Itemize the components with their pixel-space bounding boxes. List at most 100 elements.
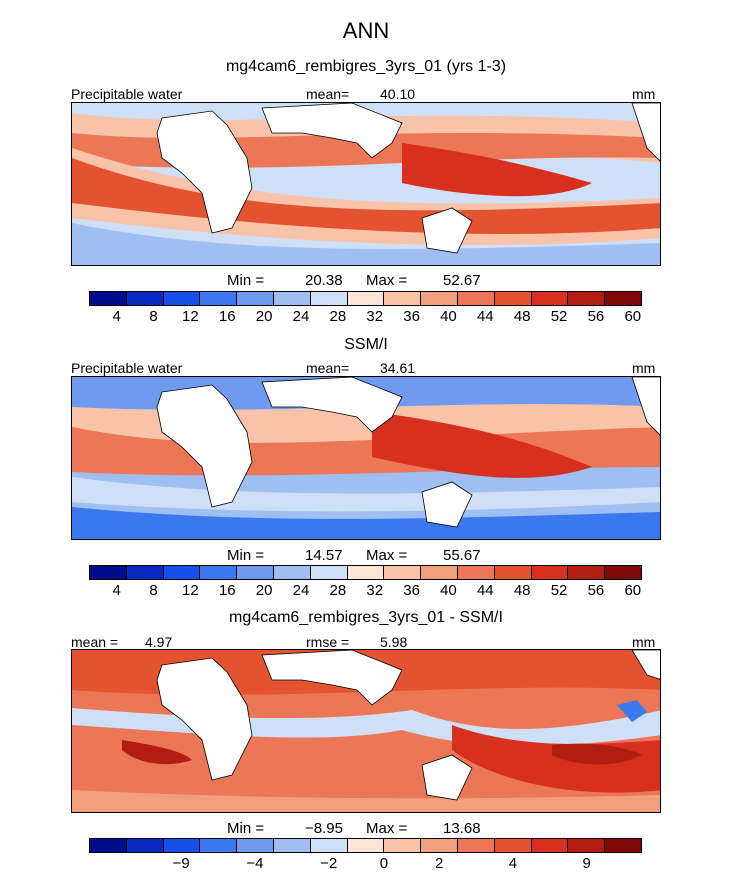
colorbar-tick-label: −9 [172, 855, 190, 872]
colorbar-tick-label: 36 [403, 582, 420, 599]
colorbar-tick-label: 56 [587, 308, 605, 325]
colorbar-swatch [237, 292, 274, 305]
colorbar-tick-label: 16 [218, 308, 236, 325]
panel3-min-label: Min = [227, 820, 265, 837]
colorbar-swatch [347, 566, 385, 579]
colorbar-swatch [384, 566, 422, 579]
colorbar-swatch [421, 566, 458, 579]
panel1-mean-label: mean= [306, 86, 350, 102]
panel1-max-label: Max = [366, 272, 408, 289]
colorbar-tick-label: 52 [550, 582, 568, 599]
colorbar-tick-label: 44 [476, 308, 494, 325]
panel2-mean-label: mean= [306, 360, 350, 376]
panel2-variable-label: Precipitable water [71, 360, 183, 376]
colorbar-tick-label: 16 [218, 582, 236, 599]
panel3-colorbar-ticks: −9 −4 −2 0 2 4 9 [89, 855, 642, 873]
colorbar-swatch [494, 839, 532, 852]
colorbar-tick-label: 36 [403, 308, 420, 325]
colorbar-tick-label: 2 [435, 855, 444, 872]
colorbar-swatch [273, 566, 311, 579]
colorbar-tick-label: 12 [182, 308, 199, 325]
panel1-max-value: 52.67 [443, 272, 481, 289]
colorbar-swatch [126, 839, 164, 852]
colorbar-tick-label: 52 [550, 308, 568, 325]
colorbar-swatch [126, 566, 164, 579]
colorbar-tick-label: −4 [246, 855, 264, 872]
colorbar-tick-label: 40 [440, 308, 457, 325]
colorbar-swatch [605, 839, 641, 852]
colorbar-swatch [200, 566, 238, 579]
colorbar-tick-label: 0 [379, 855, 389, 872]
colorbar-tick-label: 4 [112, 308, 121, 325]
colorbar-swatch [494, 292, 532, 305]
colorbar-swatch [163, 292, 201, 305]
colorbar-swatch [90, 839, 127, 852]
colorbar-swatch [531, 292, 569, 305]
colorbar-swatch [568, 566, 606, 579]
panel2-mean-value: 34.61 [380, 360, 416, 376]
panel1-map [71, 102, 661, 266]
colorbar-swatch [126, 292, 164, 305]
colorbar-swatch [568, 292, 606, 305]
colorbar-swatch [310, 566, 348, 579]
colorbar-swatch [163, 839, 201, 852]
colorbar-tick-label: 20 [255, 308, 273, 325]
colorbar-swatch [457, 839, 495, 852]
panel2-max-value: 55.67 [443, 547, 481, 564]
panel1-title: mg4cam6_rembigres_3yrs_01 (yrs 1-3) [225, 58, 507, 75]
colorbar-swatch [457, 292, 495, 305]
panel2-map [71, 376, 661, 540]
colorbar-tick-label: 24 [292, 582, 310, 599]
panel1-min-value: 20.38 [305, 272, 343, 289]
colorbar-tick-label: −2 [320, 855, 338, 872]
colorbar-swatch [273, 292, 311, 305]
colorbar-tick-label: 60 [624, 582, 642, 599]
panel2-min-label: Min = [227, 547, 265, 564]
colorbar-swatch [200, 839, 238, 852]
colorbar-swatch [200, 292, 238, 305]
colorbar-swatch [237, 839, 274, 852]
colorbar-tick-label: 8 [149, 582, 158, 599]
panel1-variable-label: Precipitable water [71, 86, 183, 102]
panel3-min-value: −8.95 [305, 820, 343, 837]
colorbar-swatch [347, 292, 385, 305]
colorbar-swatch [531, 839, 569, 852]
colorbar-swatch [273, 839, 311, 852]
panel1-mean-value: 40.10 [380, 86, 416, 102]
panel1-colorbar [89, 291, 642, 306]
colorbar-swatch [605, 566, 641, 579]
colorbar-swatch [237, 566, 274, 579]
colorbar-tick-label: 60 [624, 308, 642, 325]
colorbar-tick-label: 44 [476, 582, 494, 599]
colorbar-swatch [421, 292, 458, 305]
panel2-title: SSM/I [344, 336, 388, 353]
colorbar-tick-label: 20 [255, 582, 273, 599]
panel3-rmse-label: rmse = [306, 634, 350, 650]
colorbar-tick-label: 40 [440, 582, 457, 599]
colorbar-swatch [494, 566, 532, 579]
panel3-map [71, 649, 661, 813]
panel2-max-label: Max = [366, 547, 408, 564]
colorbar-swatch [605, 292, 641, 305]
colorbar-tick-label: 48 [513, 308, 531, 325]
panel3-title: mg4cam6_rembigres_3yrs_01 - SSM/I [229, 609, 503, 626]
panel3-max-value: 13.68 [443, 820, 481, 837]
panel3-units: mm [632, 634, 656, 650]
colorbar-tick-label: 56 [587, 582, 605, 599]
colorbar-tick-label: 8 [149, 308, 158, 325]
colorbar-tick-label: 28 [329, 308, 347, 325]
colorbar-tick-label: 24 [292, 308, 310, 325]
panel1-units: mm [632, 86, 656, 102]
panel1-min-label: Min = [227, 272, 265, 289]
colorbar-tick-label: 32 [366, 582, 384, 599]
colorbar-tick-label: 12 [182, 582, 199, 599]
panel3-mean-label: mean = [71, 634, 119, 650]
panel3-colorbar [89, 838, 642, 853]
colorbar-swatch [163, 566, 201, 579]
colorbar-swatch [347, 839, 385, 852]
colorbar-swatch [568, 839, 606, 852]
colorbar-swatch [90, 566, 127, 579]
panel1-colorbar-ticks: 4 8 12 16 20 24 28 32 36 40 44 48 52 56 60 [89, 308, 642, 326]
colorbar-swatch [531, 566, 569, 579]
panel3-max-label: Max = [366, 820, 408, 837]
